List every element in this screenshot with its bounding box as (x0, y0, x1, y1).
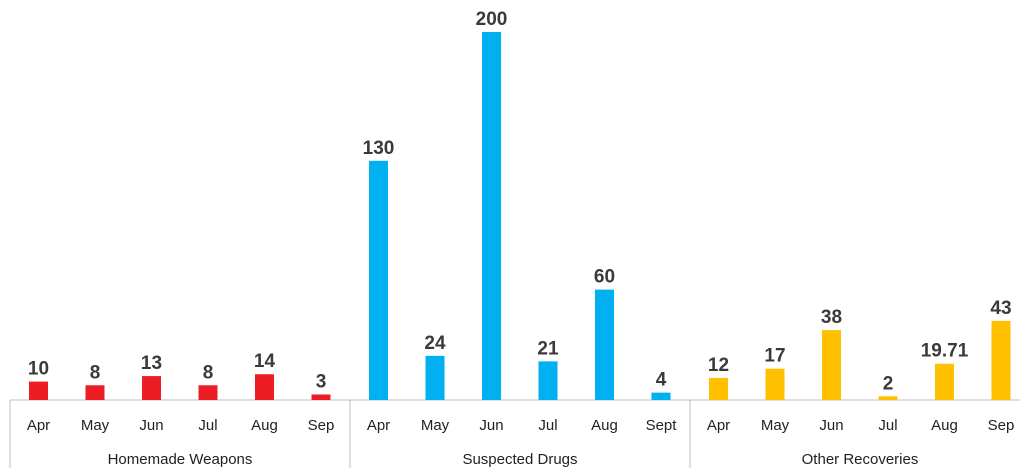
data-label: 8 (90, 362, 101, 383)
tick-label: Aug (251, 417, 278, 434)
bar-layer (29, 32, 1011, 400)
tick-label: May (421, 417, 450, 434)
data-label: 21 (537, 338, 559, 359)
data-label: 2 (883, 373, 894, 394)
tick-label: Apr (707, 417, 730, 434)
group-label: Suspected Drugs (462, 451, 577, 468)
tick-label: Jul (878, 417, 897, 434)
bar (651, 392, 671, 400)
label-layer: 10 Apr 8 May 13 Jun 8 Jul 14 Aug 3 Sep Homemade Weap… (27, 9, 1015, 468)
data-label: 12 (708, 355, 729, 376)
data-label: 13 (141, 353, 162, 374)
data-label: 4 (656, 370, 667, 391)
group-label: Other Recoveries (802, 451, 919, 468)
data-label: 24 (424, 333, 446, 354)
tick-label: Jun (139, 417, 163, 434)
bar (311, 394, 331, 400)
bar (595, 289, 614, 400)
data-label: 38 (821, 307, 842, 328)
tick-label: Jun (819, 417, 843, 434)
tick-label: Apr (27, 417, 50, 434)
bar (369, 160, 388, 400)
tick-label: Jul (198, 417, 217, 434)
tick-label: Sept (646, 417, 678, 434)
bar (198, 385, 218, 400)
tick-label: Apr (367, 417, 390, 434)
bar (935, 363, 954, 400)
tick-label: Sep (988, 417, 1015, 434)
bar (255, 374, 274, 400)
bar (142, 376, 161, 400)
data-label: 10 (28, 359, 49, 380)
bar (538, 361, 558, 400)
tick-label: May (761, 417, 790, 434)
bar (822, 330, 841, 400)
bar (991, 320, 1011, 400)
tick-label: Sep (308, 417, 335, 434)
bar (709, 377, 728, 400)
data-label: 3 (316, 371, 327, 392)
tick-label: Aug (931, 417, 958, 434)
bar (878, 396, 898, 400)
data-label: 43 (990, 298, 1011, 319)
data-label: 19.71 (921, 341, 969, 362)
tick-label: May (81, 417, 110, 434)
bar (765, 368, 785, 400)
axis-layer (9, 399, 1020, 468)
bar (482, 32, 501, 400)
data-label: 14 (254, 351, 276, 372)
bar (29, 381, 48, 400)
data-label: 130 (363, 138, 395, 159)
bar (425, 355, 445, 400)
bar (85, 385, 105, 400)
data-label: 60 (594, 267, 615, 288)
tick-label: Jul (538, 417, 557, 434)
tick-label: Aug (591, 417, 618, 434)
tick-label: Jun (479, 417, 503, 434)
data-label: 17 (764, 346, 785, 367)
group-label: Homemade Weapons (108, 451, 253, 468)
data-label: 200 (476, 9, 508, 30)
data-label: 8 (203, 362, 214, 383)
